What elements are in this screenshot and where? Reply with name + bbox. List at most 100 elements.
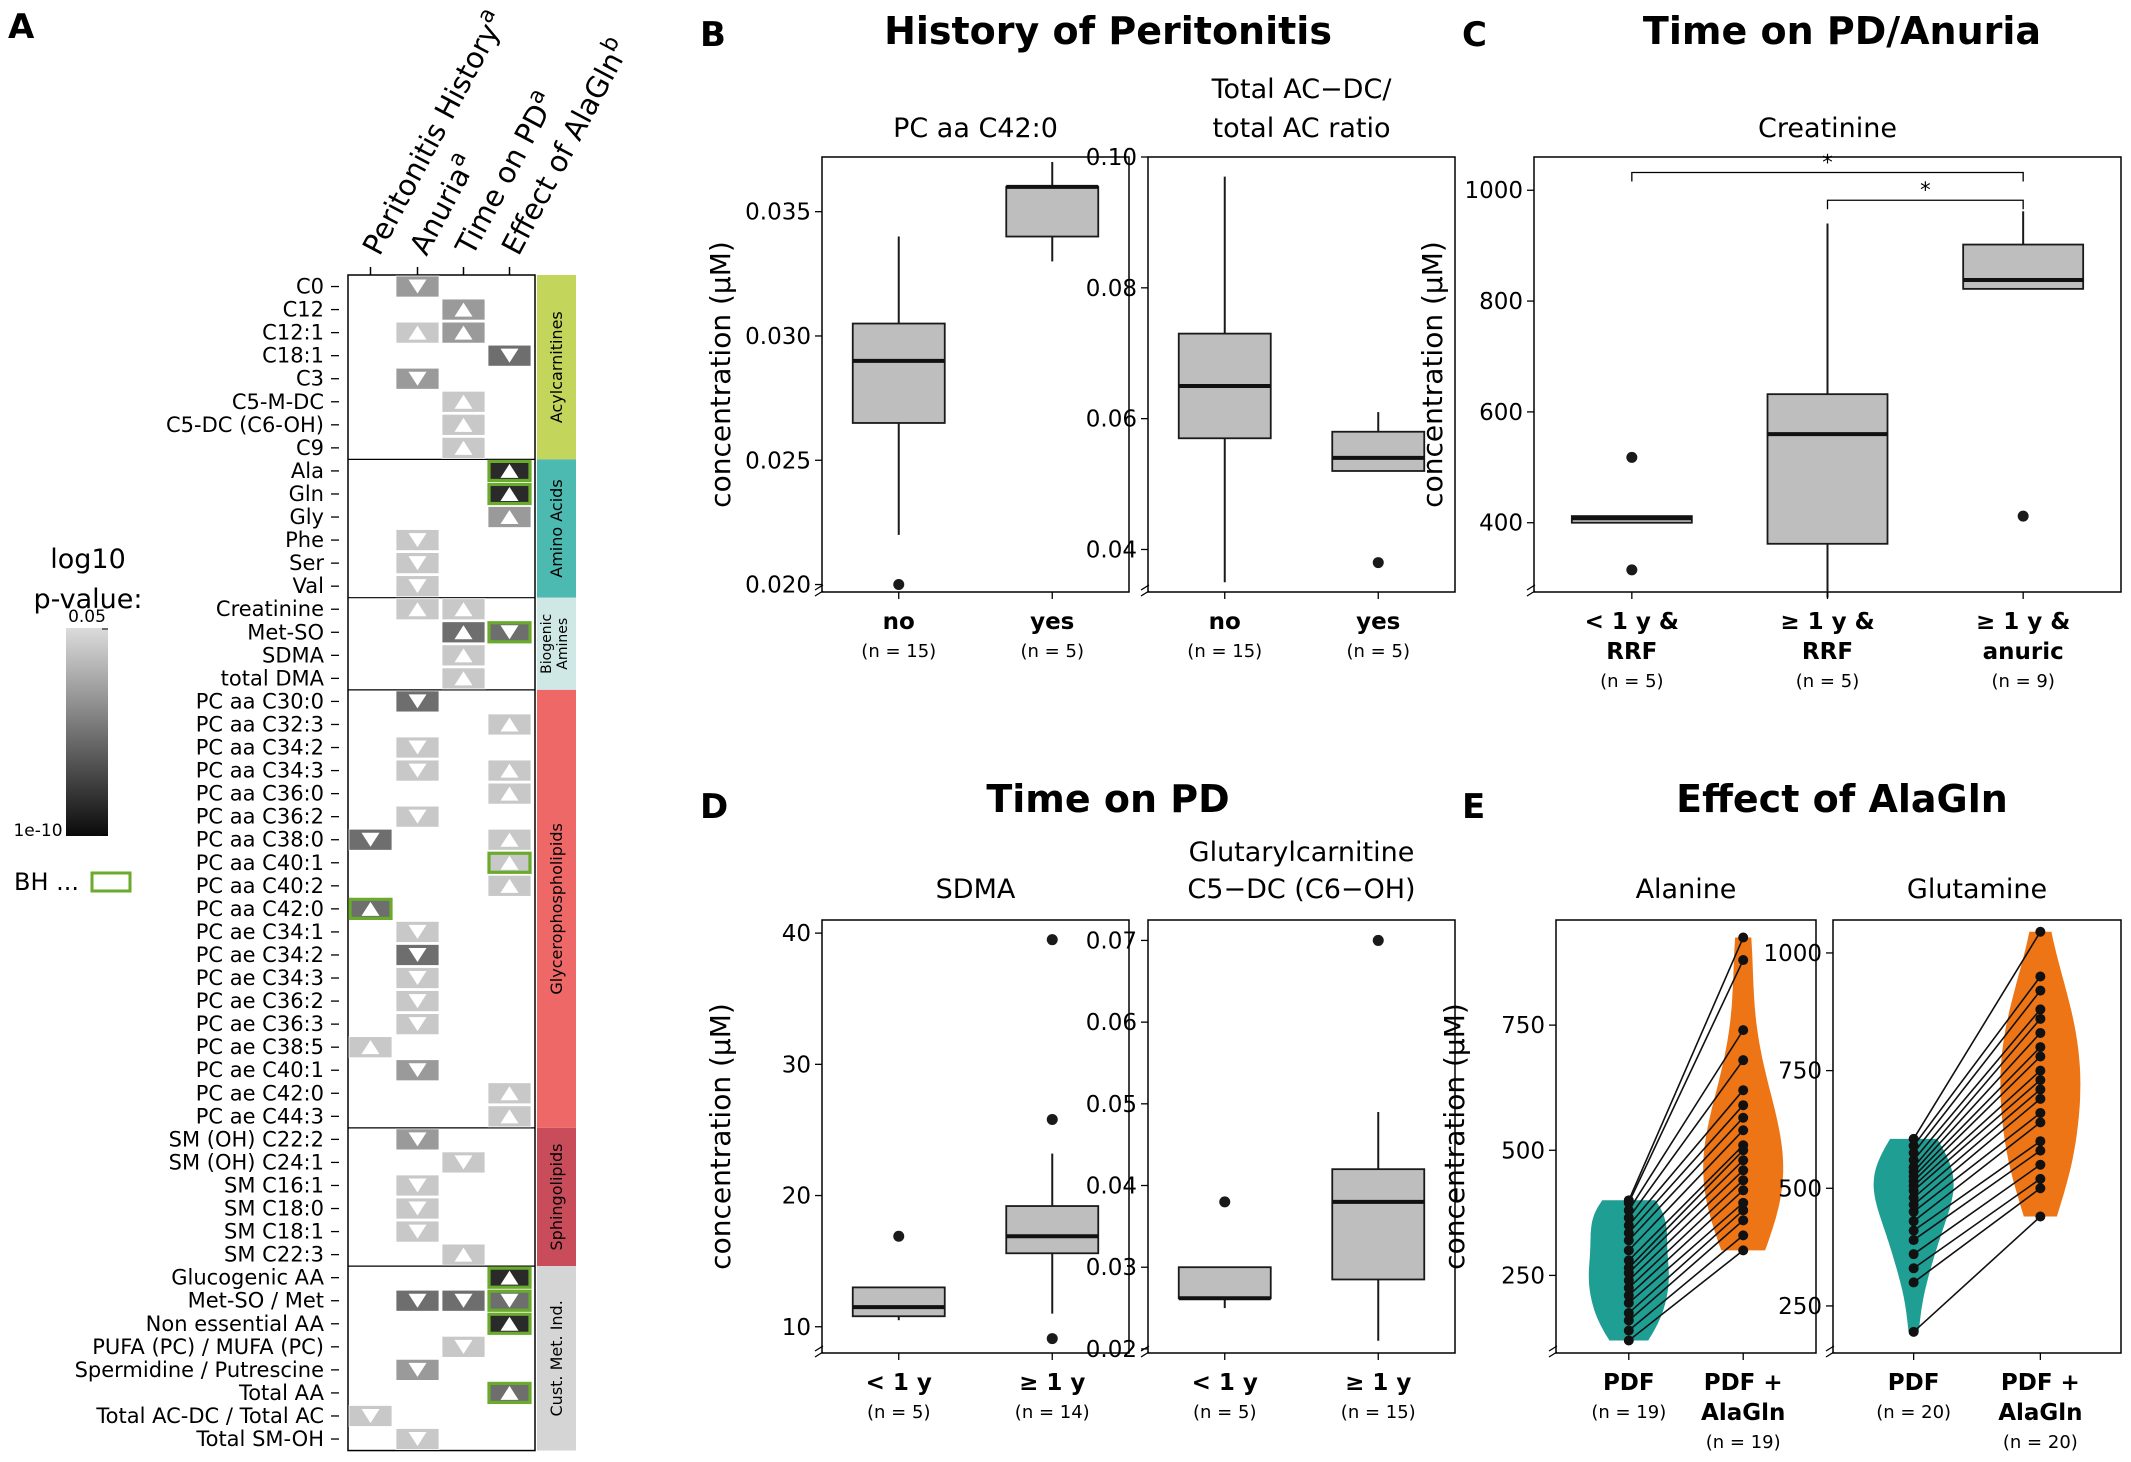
paired-line bbox=[1913, 1018, 2041, 1168]
bh-significance-border bbox=[487, 1381, 532, 1405]
data-point-alagln bbox=[1738, 1175, 1749, 1186]
x-category-n: (n = 15) bbox=[1341, 1402, 1416, 1423]
x-category-n: (n = 19) bbox=[1706, 1432, 1781, 1453]
x-category-label: ≥ 1 y & bbox=[1780, 609, 1874, 635]
arrow-down-icon bbox=[500, 348, 519, 363]
boxplot-d2: 0.02 0.03 0.04 0.05 0.06 0.07 Glutarylcarnitin… bbox=[1086, 837, 1456, 1423]
arrow-down-icon bbox=[408, 1293, 427, 1308]
group-strip-amino-acids bbox=[537, 459, 576, 598]
data-point-alagln bbox=[2035, 1042, 2046, 1053]
arrow-down-icon bbox=[408, 994, 427, 1009]
group-label-line: Sphingolipids bbox=[547, 1144, 566, 1251]
arrow-down-icon bbox=[408, 947, 427, 962]
row-label: PC ae C44:3 bbox=[196, 1104, 324, 1128]
arrow-up-icon bbox=[408, 602, 427, 617]
data-point-pdf bbox=[1623, 1195, 1634, 1206]
paired-line bbox=[1913, 1178, 2041, 1269]
paired-line bbox=[1628, 1029, 1744, 1211]
paired-line bbox=[1913, 1008, 2041, 1161]
row-label: PC aa C40:2 bbox=[196, 874, 324, 898]
group-strip-cust-met-ind- bbox=[537, 1266, 576, 1451]
data-point-pdf bbox=[1623, 1290, 1634, 1301]
data-point-alagln bbox=[2035, 1084, 2046, 1095]
arrow-down-icon bbox=[408, 371, 427, 386]
y-tick-label: 0.05 bbox=[1086, 1092, 1137, 1118]
data-point-pdf bbox=[1908, 1162, 1919, 1173]
group-label-line: Biogenic bbox=[539, 614, 555, 674]
data-point-alagln bbox=[2035, 1117, 2046, 1128]
arrow-up-icon bbox=[500, 878, 519, 893]
y-tick-label: 600 bbox=[1479, 400, 1523, 426]
paired-line bbox=[1628, 1089, 1744, 1226]
outlier-point bbox=[1219, 1196, 1231, 1208]
x-category-n: (n = 5) bbox=[1347, 641, 1410, 662]
row-label: Total AC-DC / Total AC bbox=[95, 1404, 324, 1428]
box bbox=[1766, 393, 1889, 545]
y-axis-label: concentration (µM) bbox=[1438, 1003, 1471, 1270]
axis-break-icon bbox=[1140, 1345, 1150, 1358]
x-category-label: no bbox=[883, 609, 915, 635]
row-label: PC ae C34:3 bbox=[196, 966, 324, 990]
data-point-alagln bbox=[1738, 1112, 1749, 1123]
paired-line bbox=[1913, 1032, 2041, 1173]
y-tick-label: 800 bbox=[1479, 289, 1523, 315]
plot-frame bbox=[1832, 919, 2122, 1354]
outlier-point bbox=[893, 1230, 905, 1242]
row-label: Total AA bbox=[238, 1381, 325, 1405]
data-point-alagln bbox=[2035, 1136, 2046, 1147]
outlier-point bbox=[1046, 1113, 1058, 1125]
arrow-up-icon bbox=[454, 602, 473, 617]
paired-line bbox=[1913, 1046, 2041, 1178]
row-label: PC ae C36:2 bbox=[196, 989, 324, 1013]
panel-label-a: A bbox=[8, 7, 35, 47]
panel-label-e: E bbox=[1462, 787, 1485, 827]
data-point-pdf bbox=[1908, 1133, 1919, 1144]
group-strip-sphingolipids bbox=[537, 1127, 576, 1267]
x-category-label: PDF + bbox=[1704, 1370, 1783, 1396]
arrow-up-icon bbox=[454, 417, 473, 432]
paired-line bbox=[1912, 931, 2042, 1140]
x-category-label: ≥ 1 y & bbox=[1976, 609, 2070, 635]
y-tick-label: 750 bbox=[1501, 1013, 1545, 1039]
outlier-point bbox=[1626, 564, 1638, 576]
row-label: Phe bbox=[285, 528, 324, 552]
x-category-n: (n = 5) bbox=[867, 1402, 930, 1423]
data-point-alagln bbox=[2035, 926, 2046, 937]
y-tick-label: 1000 bbox=[1763, 941, 1822, 967]
row-label: Spermidine / Putrescine bbox=[75, 1358, 324, 1382]
data-point-pdf bbox=[1623, 1235, 1634, 1246]
data-point-pdf bbox=[1908, 1192, 1919, 1203]
arrow-up-icon bbox=[500, 463, 519, 478]
box bbox=[851, 1286, 946, 1318]
subplot-title: Total AC−DC/ bbox=[1211, 74, 1393, 105]
data-point-pdf bbox=[1623, 1245, 1634, 1256]
x-category-n: (n = 20) bbox=[1876, 1402, 1951, 1423]
data-point-pdf bbox=[1623, 1335, 1634, 1346]
data-point-pdf bbox=[1908, 1235, 1919, 1246]
arrow-up-icon bbox=[500, 1270, 519, 1285]
data-point-alagln bbox=[1738, 1155, 1749, 1166]
x-category-n: (n = 5) bbox=[1796, 671, 1859, 692]
violin-panels: 250 500 750 concentration (µM) Alanine PDF (n … bbox=[1438, 874, 2122, 1453]
y-tick-label: 750 bbox=[1778, 1059, 1822, 1085]
x-category-label: AlaGln bbox=[1701, 1400, 1785, 1426]
x-category-label: PDF bbox=[1603, 1370, 1655, 1396]
arrow-up-icon bbox=[500, 763, 519, 778]
paired-line bbox=[1913, 1098, 2041, 1206]
row-label: Gln bbox=[289, 482, 324, 506]
row-label: SM C16:1 bbox=[224, 1173, 324, 1197]
violin-e2: 250 500 750 1000 Glutamine PDF (n = 20) PDF + Al… bbox=[1763, 874, 2122, 1453]
arrow-down-icon bbox=[500, 625, 519, 640]
data-point-alagln bbox=[2035, 1093, 2046, 1104]
paired-line bbox=[1628, 1104, 1744, 1234]
arrow-up-icon bbox=[500, 1109, 519, 1124]
row-label: PC aa C38:0 bbox=[196, 828, 324, 852]
data-point-alagln bbox=[2035, 971, 2046, 982]
boxplot-c: 400 600 800 1000 concentration (µM) Creatinin… bbox=[1416, 113, 2122, 692]
arrow-down-icon bbox=[408, 1432, 427, 1447]
arrow-down-icon bbox=[408, 740, 427, 755]
boxplot-b1: 0.020 0.025 0.030 0.035 concentration (µM) PC… bbox=[704, 113, 1130, 662]
box bbox=[1177, 1266, 1272, 1300]
paired-line bbox=[1628, 1202, 1744, 1304]
